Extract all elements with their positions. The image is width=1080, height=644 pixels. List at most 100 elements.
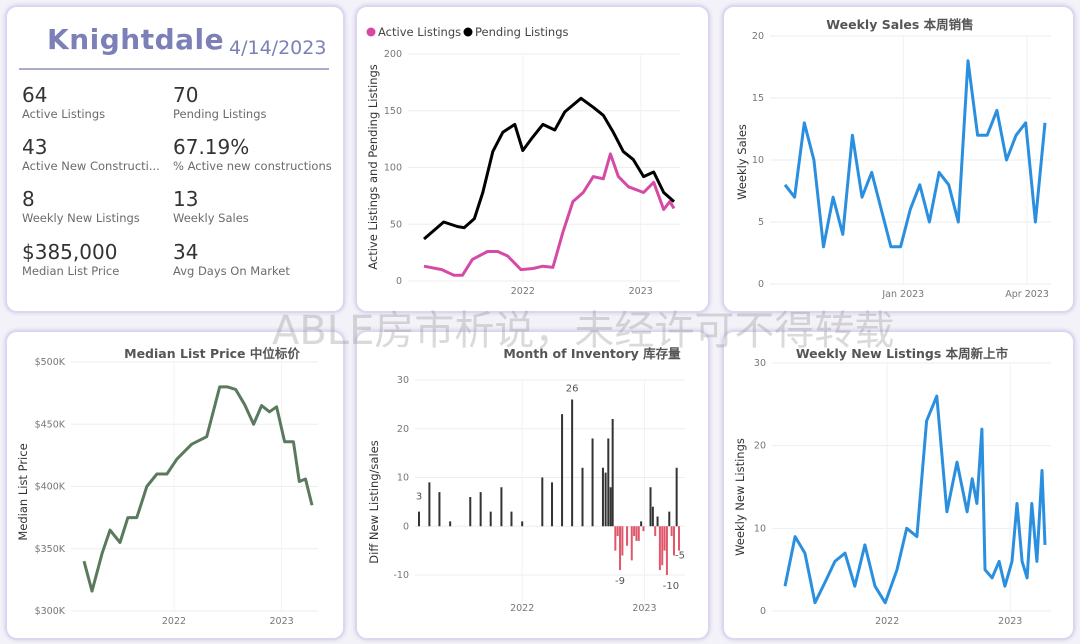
bar — [551, 482, 554, 527]
kpi-label: Weekly Sales — [173, 211, 249, 225]
chart-title: Median List Price 中位标价 — [124, 346, 300, 361]
bar — [561, 414, 564, 527]
kpi-active-new-construction: 43 Active New Constructi... — [22, 135, 160, 174]
x-tick-label: 2022 — [875, 616, 899, 627]
kpi-value: 43 — [22, 135, 48, 159]
bar — [581, 467, 584, 527]
x-tick-label: Jan 2023 — [881, 289, 924, 300]
legend-label: Active Listings — [378, 25, 461, 39]
x-tick-label: 2023 — [270, 616, 294, 627]
bar — [654, 526, 657, 536]
bar — [521, 521, 524, 527]
series-line-pending-listings — [423, 96, 675, 241]
bar — [601, 467, 604, 527]
bar — [469, 497, 472, 527]
bar — [611, 419, 614, 527]
new-listings-chart-panel: 0 10 20 30 2022 2023 Weekly New Listings Weekly… — [722, 330, 1075, 640]
y-axis-label: Active Listings and Pending Listings — [366, 64, 380, 270]
bar — [428, 482, 431, 527]
legend-marker — [463, 27, 473, 37]
y-tick-label: 0 — [396, 276, 402, 287]
bar — [619, 526, 622, 571]
bar — [479, 492, 482, 527]
bar — [637, 526, 640, 541]
bar — [614, 526, 617, 551]
bar — [604, 472, 607, 527]
kpi-label: Pending Listings — [173, 107, 267, 121]
y-tick-label: 20 — [397, 424, 409, 435]
listings-chart: 0 50 100 150 200 2022 2023 Active Listings and … — [366, 25, 680, 297]
bar — [489, 511, 492, 527]
kpi-pending-listings: 70 Pending Listings — [173, 83, 267, 122]
y-axis-label: Median List Price — [16, 443, 30, 540]
bar — [678, 526, 680, 551]
listings-chart-panel: 0 50 100 150 200 2022 2023 Active Listings and … — [355, 5, 710, 313]
weekly-sales-chart-panel: 0 5 10 15 20 Jan 2023 Apr 2023 Weekly Sales Week… — [722, 5, 1075, 313]
bar — [663, 526, 666, 551]
report-date: 4/14/2023 — [229, 37, 327, 59]
weekly-sales-chart: 0 5 10 15 20 Jan 2023 Apr 2023 Weekly Sales Week… — [735, 17, 1051, 300]
y-tick-label: $400K — [35, 482, 66, 493]
x-tick-label: 2023 — [629, 286, 653, 297]
kpi-weekly-sales: 13 Weekly Sales — [173, 187, 249, 226]
y-tick-label: 0 — [758, 279, 764, 290]
kpi-value: 70 — [173, 83, 199, 107]
bar — [658, 526, 661, 571]
data-label: -10 — [663, 581, 679, 592]
city-title: Knightdale — [47, 23, 225, 56]
chart-title: Weekly New Listings 本周新上市 — [796, 346, 1009, 361]
x-tick-label: 2023 — [998, 616, 1022, 627]
bar — [665, 526, 668, 575]
inventory-chart-panel: -10 0 10 20 30 2022 2023 Diff New Listing/sales… — [355, 330, 710, 640]
bar — [500, 487, 503, 527]
new-listings-chart: 0 10 20 30 2022 2023 Weekly New Listings Weekly… — [733, 346, 1051, 627]
median-price-chart: $300K $350K $400K $450K $500K 2022 2023 Median … — [16, 346, 318, 627]
bar — [621, 526, 624, 556]
bar — [607, 438, 610, 527]
data-label: 3 — [416, 492, 422, 503]
kpi-value: 13 — [173, 187, 199, 211]
bar — [670, 526, 673, 536]
kpi-label: Avg Days On Market — [173, 264, 290, 278]
bar — [649, 487, 652, 527]
inventory-chart: -10 0 10 20 30 2022 2023 Diff New Listing/sales… — [367, 346, 685, 615]
bar — [675, 467, 678, 527]
y-tick-label: $300K — [35, 606, 66, 617]
bar — [609, 487, 612, 527]
kpi-value: 8 — [22, 187, 35, 211]
bar — [571, 399, 574, 527]
x-tick-label: 2022 — [162, 616, 186, 627]
data-label: -5 — [675, 551, 685, 562]
bar — [541, 477, 544, 527]
y-tick-label: -10 — [393, 570, 409, 581]
kpi-pct-new-construction: 67.19%% Active new constructions — [173, 135, 332, 174]
kpi-label: Active New Constructi... — [22, 159, 160, 173]
kpi-median-list-price: $385,000 Median List Price — [22, 240, 119, 279]
y-tick-label: 0 — [760, 606, 766, 617]
y-tick-label: 200 — [384, 49, 402, 60]
y-tick-label: $500K — [35, 357, 66, 368]
y-tick-label: 100 — [384, 163, 402, 174]
kpi-avg-days-on-market: 34 Avg Days On Market — [173, 240, 290, 279]
bar — [672, 526, 675, 556]
y-tick-label: 10 — [754, 523, 766, 534]
bar — [449, 521, 452, 527]
bar — [668, 511, 671, 527]
kpi-weekly-new-listings: 8 Weekly New Listings — [22, 187, 140, 226]
x-tick-label: 2022 — [511, 286, 535, 297]
chart-title: Month of Inventory 库存量 — [503, 346, 681, 361]
bar — [418, 511, 420, 527]
legend-marker — [366, 27, 376, 37]
series-line-0 — [783, 394, 1047, 605]
y-axis-label: Weekly Sales — [735, 124, 749, 200]
bar — [640, 521, 643, 527]
y-tick-label: 20 — [752, 31, 764, 42]
x-tick-label: 2022 — [510, 603, 534, 614]
kpi-label: % Active new constructions — [173, 159, 332, 173]
bar — [510, 511, 513, 527]
divider — [19, 68, 329, 70]
kpi-card: Knightdale 4/14/2023 64 Active Listings 7… — [5, 5, 345, 313]
x-tick-label: 2023 — [632, 603, 656, 614]
chart-title: Weekly Sales 本周销售 — [826, 17, 973, 32]
y-tick-label: 10 — [397, 473, 409, 484]
